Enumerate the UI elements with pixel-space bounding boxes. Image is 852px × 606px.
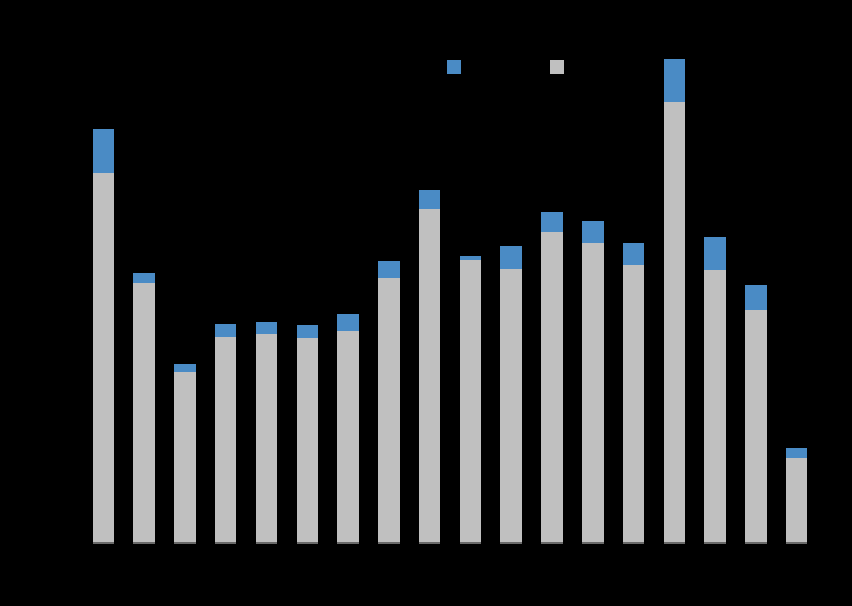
bar-segment-blue	[174, 364, 196, 372]
bar-segment-gray	[378, 278, 400, 544]
bar-segment-gray	[582, 242, 604, 544]
x-axis-baseline-edge	[785, 542, 808, 544]
x-axis-baseline-edge	[378, 542, 400, 544]
bar-segment-gray	[255, 334, 278, 544]
bar-segment-blue	[255, 322, 278, 335]
bar-segment-gray	[622, 265, 645, 544]
x-axis-baseline-edge	[92, 542, 115, 544]
bar-segment-gray	[704, 270, 726, 544]
bar-segment-blue	[92, 129, 115, 174]
bar-segment-blue	[704, 237, 726, 270]
bar-segment-blue	[133, 272, 155, 284]
x-axis-baseline-edge	[663, 542, 686, 544]
x-axis-baseline-edge	[704, 542, 726, 544]
bar-segment-gray	[459, 260, 482, 544]
bar-segment-blue	[541, 211, 563, 233]
bar-segment-gray	[214, 336, 237, 544]
x-axis-baseline-edge	[296, 542, 318, 544]
bar-segment-gray	[296, 337, 318, 544]
bar-segment-blue	[582, 221, 604, 243]
bar-segment-blue	[500, 246, 522, 270]
x-axis-baseline-edge	[500, 542, 522, 544]
bar-segment-gray	[663, 101, 686, 544]
x-axis-baseline-edge	[337, 542, 359, 544]
x-axis-baseline-edge	[133, 542, 155, 544]
bar-segment-gray	[92, 173, 115, 544]
blue-series-swatch	[447, 60, 461, 74]
bar-segment-blue	[337, 314, 359, 331]
x-axis-baseline-edge	[745, 542, 767, 544]
bar-segment-gray	[541, 232, 563, 544]
bar-segment-gray	[500, 269, 522, 544]
bar-segment-gray	[133, 283, 155, 544]
bar-segment-blue	[745, 285, 767, 310]
x-axis-baseline-edge	[541, 542, 563, 544]
bar-segment-gray	[745, 310, 767, 544]
x-axis-baseline-edge	[255, 542, 278, 544]
x-axis-baseline-edge	[622, 542, 645, 544]
bar-segment-blue	[378, 261, 400, 279]
gray-series-swatch	[550, 60, 564, 74]
bar-segment-blue	[663, 59, 686, 102]
bar-segment-gray	[174, 371, 196, 544]
bar-segment-blue	[785, 448, 808, 459]
bar-segment-gray	[418, 209, 441, 544]
x-axis-baseline-edge	[214, 542, 237, 544]
x-axis-baseline-edge	[459, 542, 482, 544]
bar-segment-gray	[785, 458, 808, 544]
bar-segment-blue	[459, 256, 482, 260]
x-axis-baseline-edge	[418, 542, 441, 544]
bar-segment-blue	[418, 190, 441, 210]
x-axis-baseline-edge	[174, 542, 196, 544]
bar-segment-blue	[214, 324, 237, 337]
bar-segment-blue	[622, 243, 645, 266]
x-axis-baseline-edge	[582, 542, 604, 544]
bar-segment-blue	[296, 325, 318, 338]
bar-segment-gray	[337, 331, 359, 544]
